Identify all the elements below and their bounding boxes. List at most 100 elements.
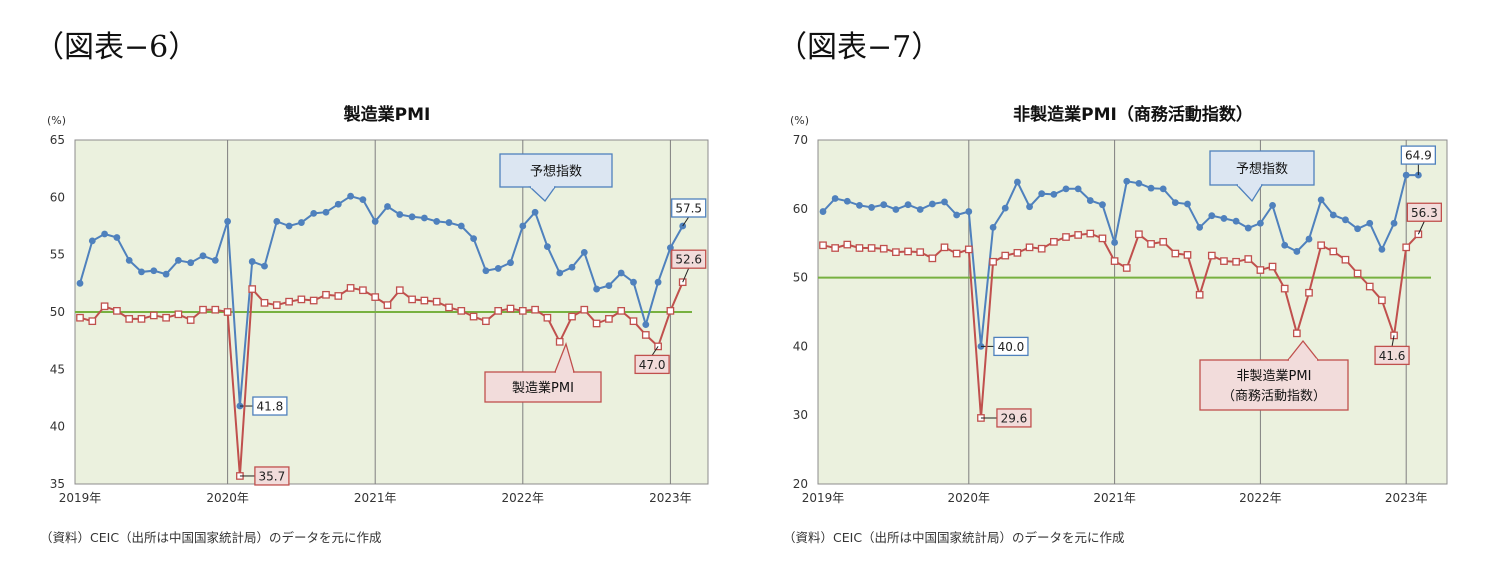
series-point [989,257,997,266]
series-annotation-label: 非製造業PMI [1237,368,1312,384]
x-tick-label: 2021年 [1093,491,1136,505]
series-point [371,293,380,301]
series-point [445,219,453,226]
figure-7-panel: （図表−7） 非製造業PMI（商務活動指数） (%) 20 30 40 50 60 70 201… [743,0,1486,573]
series-point [175,257,182,264]
series-point [1232,257,1240,266]
series-point [1414,171,1422,179]
series-annotation-label: 予想指数 [1236,161,1288,177]
series-point [482,267,490,275]
series-point [1220,215,1228,222]
series-point [953,211,961,219]
series-point [506,304,515,313]
series-point [162,270,170,278]
series-point [273,218,281,225]
series-point [1110,257,1119,265]
y-tick-label: 40 [50,420,65,434]
series-point [421,214,428,222]
series-point [1147,184,1155,192]
series-point [1365,282,1374,291]
data-label-box [1400,145,1436,165]
x-tick-label: 2019年 [59,491,102,505]
series-point [1329,247,1338,256]
series-point [641,331,650,339]
series-point [507,259,514,267]
y-unit-label: (%) [790,114,809,127]
series-point [654,278,662,286]
series-point [137,315,146,323]
data-label-box [254,466,290,486]
y-unit-label: (%) [47,114,66,127]
series-point [297,295,306,304]
series-point [819,208,827,215]
y-tick-label: 70 [793,133,808,147]
series-point [1183,251,1192,259]
series-point [322,290,330,299]
x-tick-label: 2020年 [206,491,249,505]
series-point [667,244,674,252]
series-point [843,240,852,249]
series-point [1098,234,1107,243]
y-tick-label: 50 [50,305,65,319]
series-point [101,230,108,238]
series-point [285,222,293,230]
series-point [1099,201,1106,209]
series-point [1159,237,1168,246]
data-label-box [1406,202,1442,222]
series-point [531,208,539,216]
data-label: 57.5 [675,202,702,216]
series-point [272,301,281,309]
data-label: 64.9 [1405,149,1432,163]
series-point [432,297,441,306]
series-point [544,243,551,251]
series-point [592,319,601,328]
series-point [457,307,466,315]
data-label-box [996,408,1032,428]
series-point [1378,245,1386,253]
series-point [1122,264,1131,272]
series-point [260,298,269,307]
series-point [76,313,84,322]
series-point [88,317,97,326]
series-point [223,308,232,316]
series-point [334,292,343,300]
series-point [965,208,973,215]
series-point [1171,249,1180,258]
plot-area [817,139,1448,485]
series-point [1317,241,1326,250]
series-point [1147,240,1155,248]
series-point [1390,219,1398,227]
series-point [977,343,985,350]
series-point [457,222,465,230]
series-point [880,201,888,209]
series-point [1329,211,1337,219]
series-point [187,259,195,267]
x-tick-label: 2022年 [1239,491,1282,505]
series-point [186,316,195,324]
series-annotation-label: 製造業PMI [512,380,574,396]
series-point [819,241,827,250]
series-point [1074,231,1083,239]
data-label-box [252,396,288,416]
series-point [879,244,888,253]
series-point [469,312,478,321]
series-point [408,295,416,304]
series-annotation-box [499,153,613,188]
series-point [593,285,600,293]
series-point [1207,251,1216,260]
series-point [1184,200,1191,208]
series-point [642,321,650,329]
series-point [666,307,675,315]
series-point [605,282,613,290]
series-point [113,234,121,241]
series-point [679,222,687,230]
series-point [940,243,949,252]
series-point [904,247,912,256]
series-point [1025,243,1034,252]
series-point [384,203,391,210]
series-point [211,257,219,264]
series-point [617,307,626,315]
series-point [580,248,588,256]
series-annotation-label: 予想指数 [530,164,582,180]
series-point [347,192,354,200]
